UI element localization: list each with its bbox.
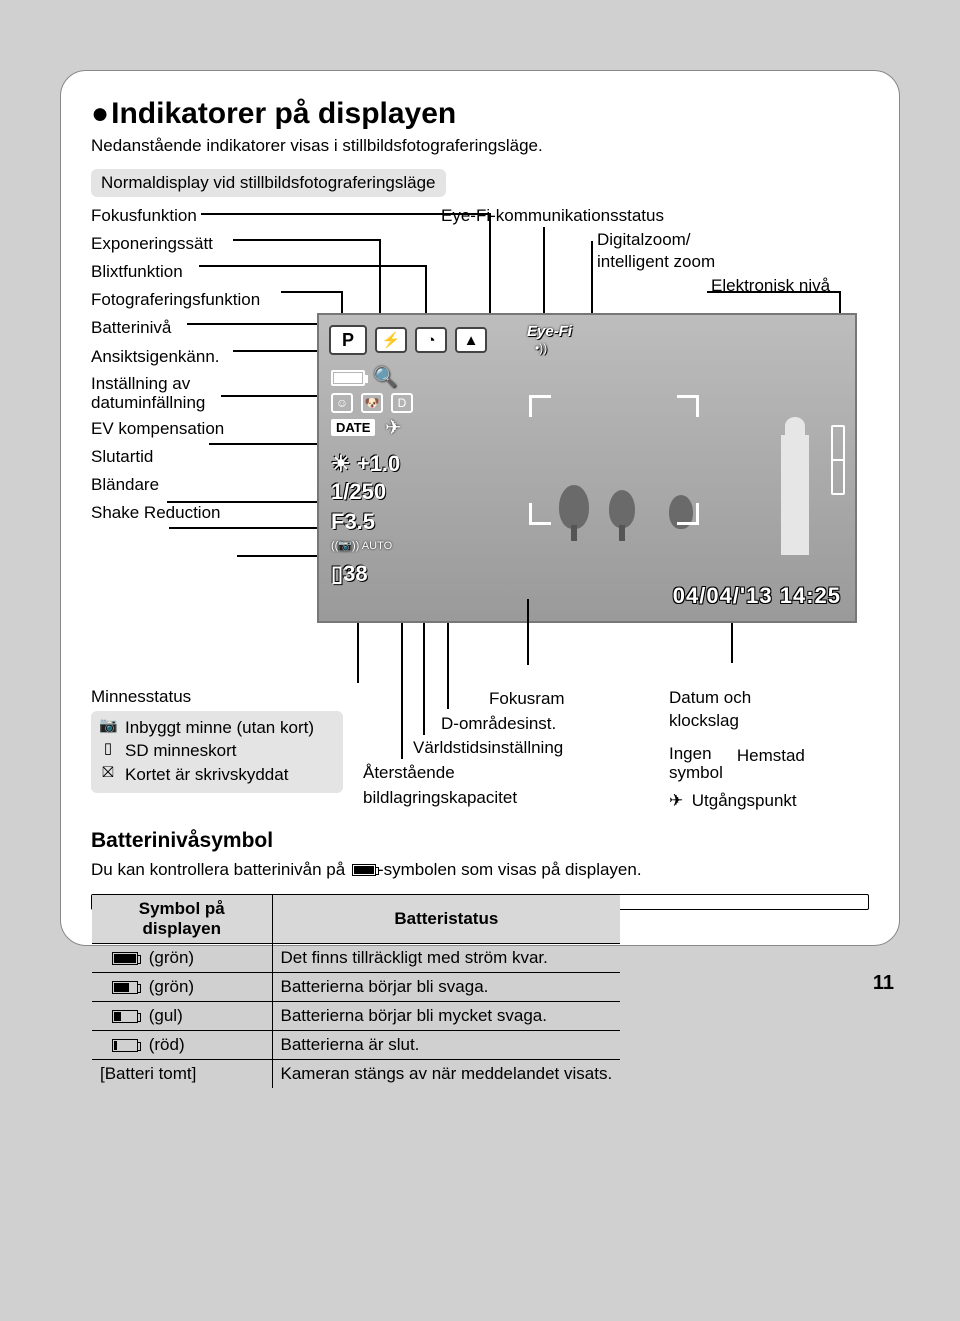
lcd-shutter-value: 1/250 (331, 479, 386, 505)
lcd-screen: P ⚡ ◔ ▲ Eye-Fi •)) 🔍 ☺ 🐶 D DATE ✈ (317, 313, 857, 623)
sd-card-icon: ▯ (99, 740, 117, 759)
battery-icon (331, 370, 365, 386)
face-detect-icon: ☺ (331, 393, 353, 413)
electronic-level-icon (831, 425, 845, 495)
pet-detect-icon: 🐶 (361, 393, 383, 413)
label-shoot-fn: Fotograferingsfunktion (91, 289, 301, 311)
mem-item: 📷 Inbyggt minne (utan kort) (99, 717, 335, 738)
label-eyefi: Eye-Fi-kommunikationsstatus (441, 205, 830, 227)
mem-item: ⛝ Kortet är skrivskyddat (99, 764, 335, 785)
lcd-aperture-value: F3.5 (331, 509, 375, 535)
label-datetime-a: Datum och (669, 688, 751, 707)
camera-icon: 📷 (99, 717, 117, 736)
label-battery: Batterinivå (91, 317, 301, 339)
page-subtitle: Nedanstående indikatorer visas i stillbi… (91, 135, 869, 157)
label-d-range: D-områdesinst. (441, 712, 669, 737)
manual-card: ●Indikatorer på displayen Nedanstående i… (60, 70, 900, 946)
label-remaining-a: Återstående (363, 763, 455, 782)
table-cell-status: Batterierna börjar bli mycket svaga. (272, 1002, 620, 1031)
label-zoom1: Digitalzoom/ (597, 230, 691, 249)
table-cell-symbol: (grön) (92, 973, 272, 1002)
lcd-ev-value: ☀ +1.0 (331, 451, 400, 477)
focus-frame (529, 395, 699, 525)
focus-mode-icon: ▲ (455, 327, 487, 353)
label-destination: Utgångspunkt (692, 791, 797, 810)
section-header: Normaldisplay vid stillbildsfotograferin… (91, 169, 446, 197)
memory-status-label: Minnesstatus (91, 687, 343, 707)
table-cell-symbol: (gul) (92, 1002, 272, 1031)
label-datetime-b: klockslag (669, 711, 739, 730)
battery-icon (112, 1010, 138, 1023)
label-no-symbol-a: Ingen (669, 744, 712, 763)
eyefi-wave-icon: •)) (535, 341, 547, 355)
battery-status-table: Symbol på displayen Batteristatus (grön)… (91, 894, 869, 910)
battery-inline-icon (352, 864, 376, 876)
flash-icon: ⚡ (375, 327, 407, 353)
lcd-sr-icon: ((📷)) AUTO (331, 539, 392, 552)
label-focus-frame: Fokusram (489, 687, 669, 712)
table-row: (grön)Batterierna börjar bli svaga. (92, 973, 620, 1002)
table-row: (grön)Det finns tillräckligt med ström k… (92, 944, 620, 973)
table-cell-status: Kameran stängs av när meddelandet visats… (272, 1060, 620, 1089)
plane-icon: ✈ (669, 790, 687, 813)
label-date-imprint: Inställning av datuminfällning (91, 374, 301, 413)
lcd-datetime: 04/04/'13 14:25 (673, 583, 841, 609)
lcd-remaining-value: ▯38 (331, 561, 368, 587)
label-aperture: Bländare (91, 474, 301, 496)
table-cell-status: Batterierna börjar bli svaga. (272, 973, 620, 1002)
label-zoom2: intelligent zoom (597, 252, 715, 271)
label-exposure: Exponeringssätt (91, 233, 301, 255)
memory-status-box: 📷 Inbyggt minne (utan kort) ▯ SD minnesk… (91, 711, 343, 793)
battery-icon (112, 1039, 138, 1052)
page-title: ●Indikatorer på displayen (91, 97, 869, 131)
bottom-labels: Minnesstatus 📷 Inbyggt minne (utan kort)… (91, 687, 869, 813)
table-row: (röd)Batterierna är slut. (92, 1031, 620, 1060)
battery-icon (112, 952, 138, 965)
battery-icon (112, 981, 138, 994)
world-time-icon: ✈ (385, 415, 402, 440)
lcd-diagram: Fokusfunktion Exponeringssätt Blixtfunkt… (91, 205, 869, 685)
table-header-status: Batteristatus (272, 895, 620, 944)
d-range-icon: D (391, 393, 413, 413)
battery-section-desc: Du kan kontrollera batterinivån på -symb… (91, 859, 869, 882)
eyefi-icon: Eye-Fi (527, 323, 572, 340)
date-imprint-icon: DATE (331, 419, 375, 436)
table-row: [Batteri tomt]Kameran stängs av när medd… (92, 1060, 620, 1089)
label-hometown: Hemstad (737, 745, 805, 782)
label-ev: EV kompensation (91, 419, 301, 439)
table-cell-status: Batterierna är slut. (272, 1031, 620, 1060)
label-world-time: Världstidsinställning (413, 736, 669, 761)
table-cell-symbol: [Batteri tomt] (92, 1060, 272, 1089)
table-row: (gul)Batterierna börjar bli mycket svaga… (92, 1002, 620, 1031)
table-cell-status: Det finns tillräckligt med ström kvar. (272, 944, 620, 973)
battery-section-heading: Batterinivåsymbol (91, 829, 869, 853)
label-remaining-b: bildlagringskapacitet (363, 788, 517, 807)
label-no-symbol-b: symbol (669, 763, 723, 782)
timer-icon: ◔ (415, 327, 447, 353)
zoom-icon: 🔍 (373, 365, 398, 390)
label-face: Ansiktsigenkänn. (91, 346, 301, 368)
mem-item: ▯ SD minneskort (99, 740, 335, 761)
sd-lock-icon: ⛝ (99, 764, 117, 783)
table-header-symbol: Symbol på displayen (92, 895, 272, 944)
label-shake-reduction: Shake Reduction (91, 502, 301, 524)
label-shutter: Slutartid (91, 446, 301, 468)
table-cell-symbol: (röd) (92, 1031, 272, 1060)
mode-icon: P (329, 325, 367, 355)
bullet-icon: ● (91, 99, 109, 129)
label-level: Elektronisk nivå (711, 275, 830, 297)
table-cell-symbol: (grön) (92, 944, 272, 973)
label-focus-fn: Fokusfunktion (91, 205, 301, 227)
